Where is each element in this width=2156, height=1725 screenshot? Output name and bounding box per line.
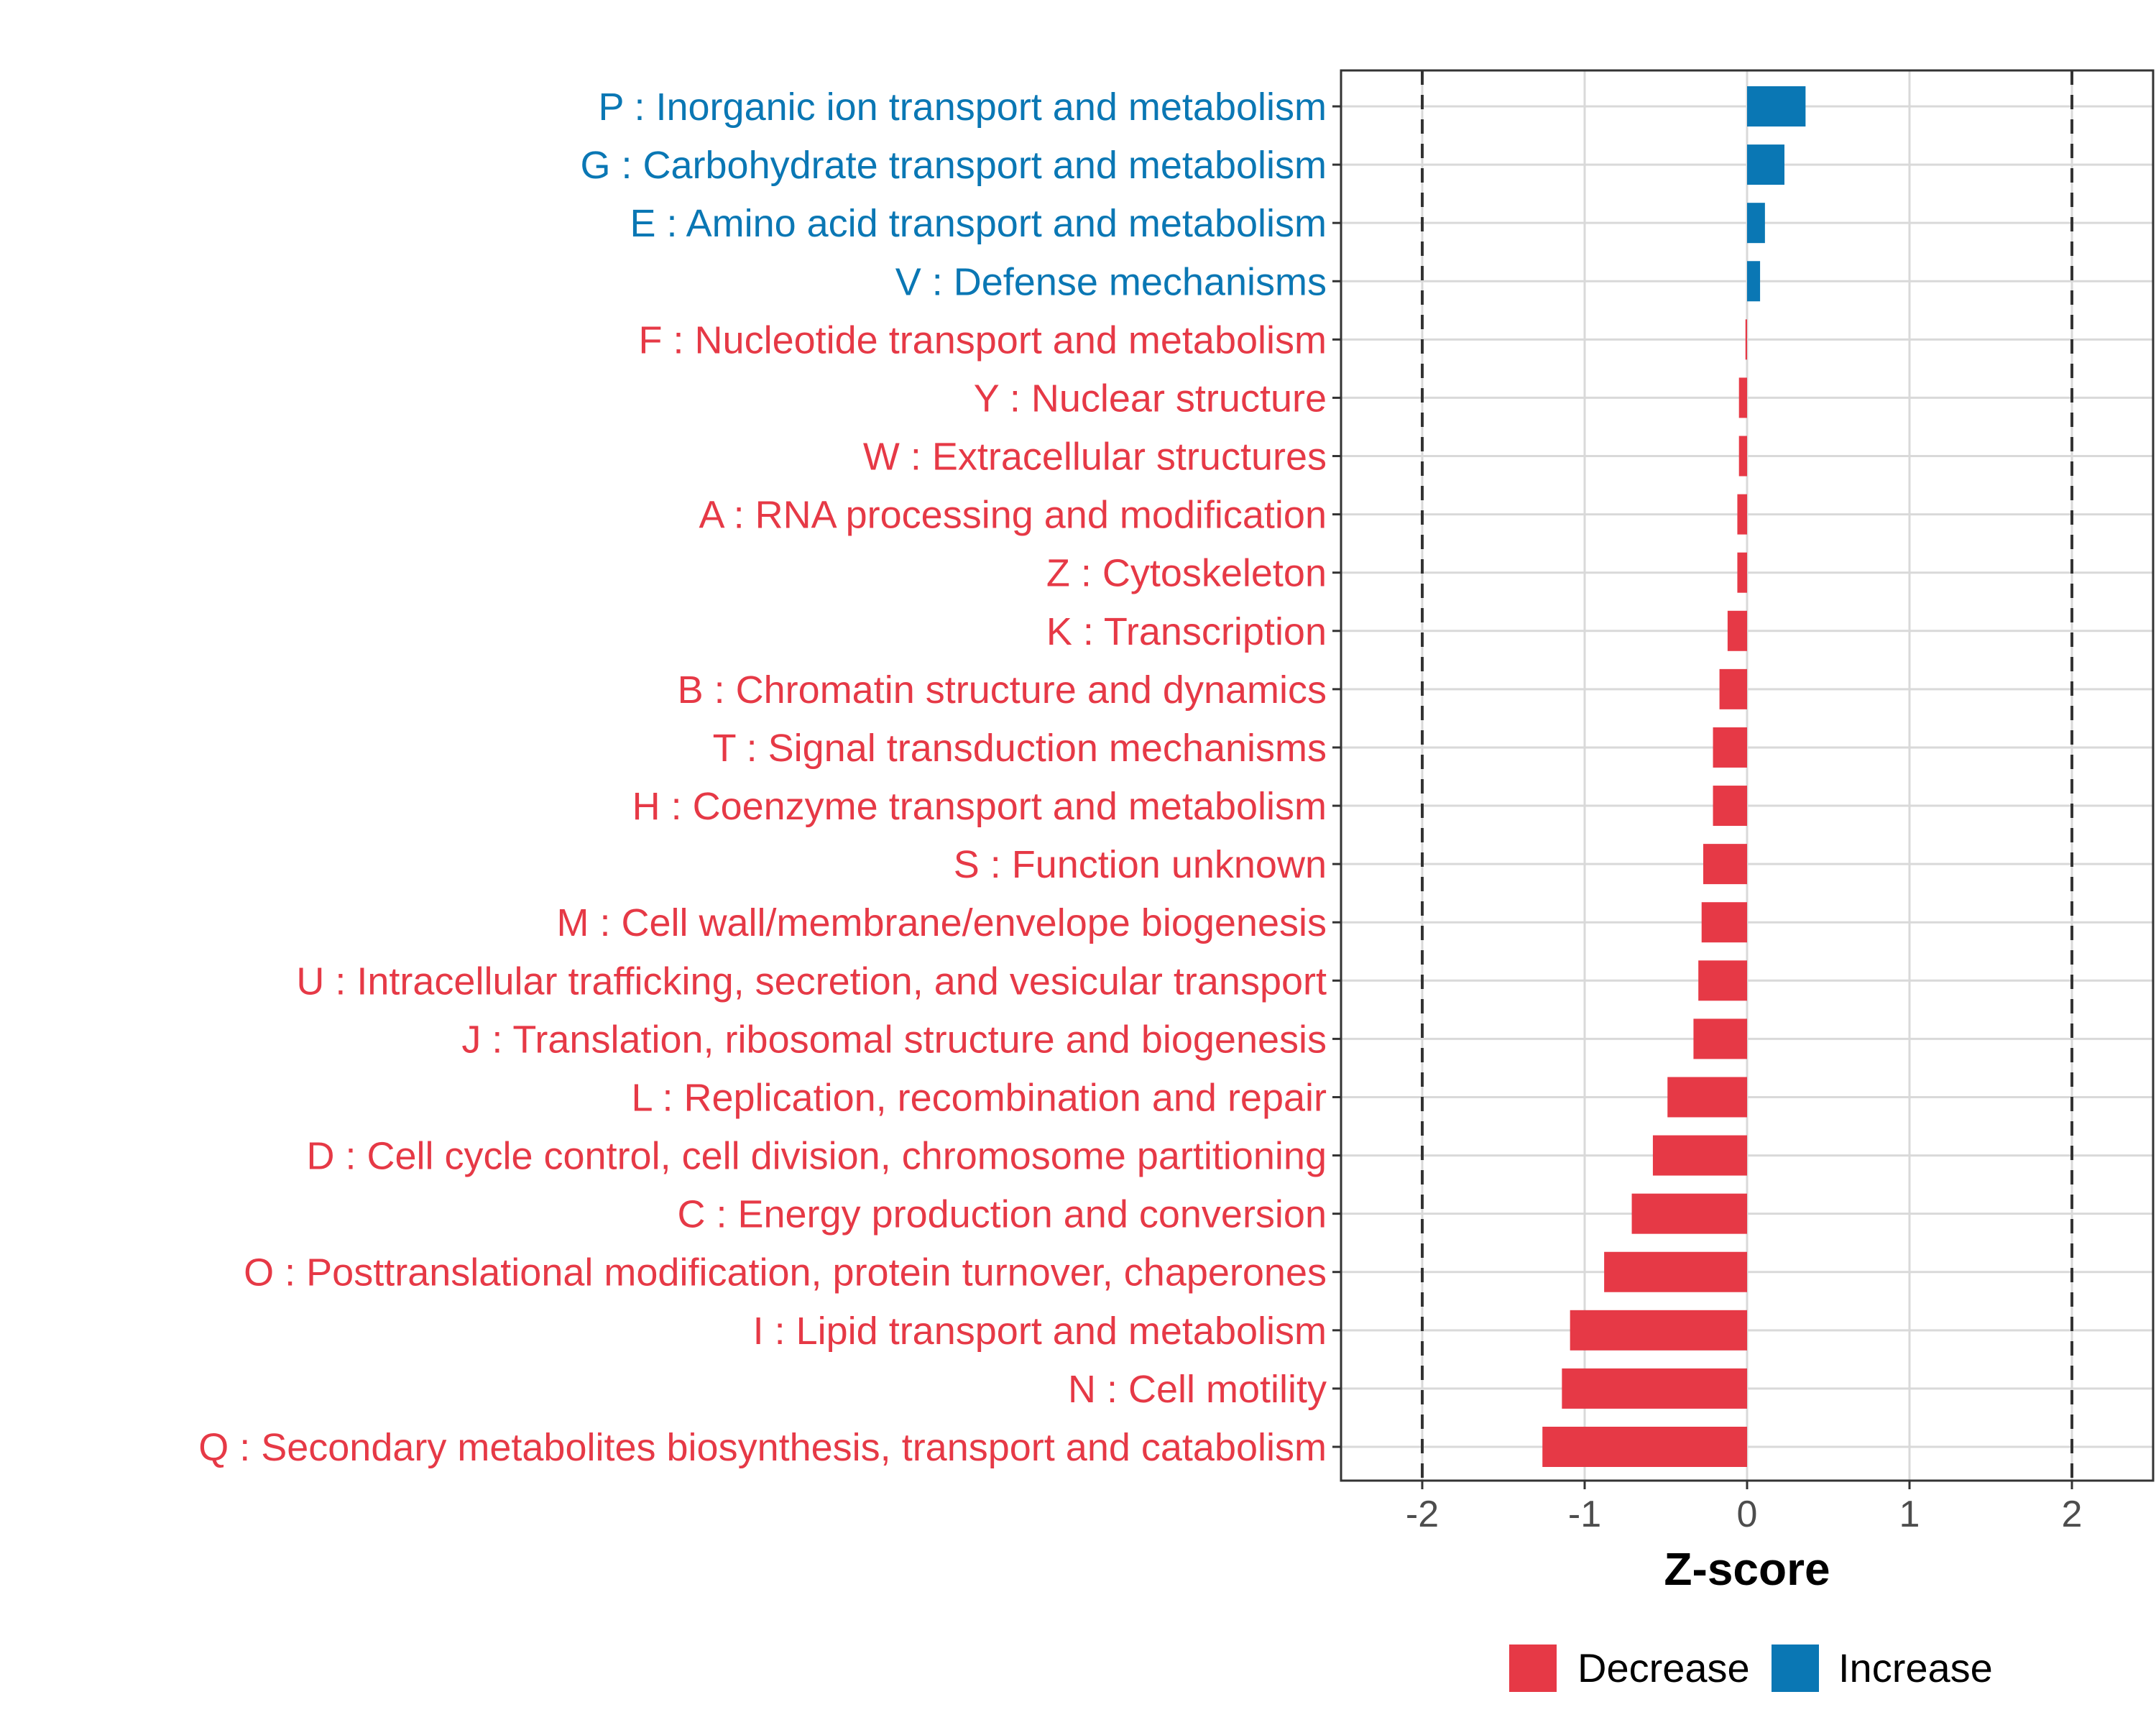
bar-n [1562, 1368, 1747, 1409]
category-label: P : Inorganic ion transport and metaboli… [598, 86, 1327, 129]
category-labels: P : Inorganic ion transport and metaboli… [198, 86, 1341, 1469]
bars-layer [1542, 86, 1806, 1467]
legend-swatch-decrease [1509, 1644, 1557, 1692]
bar-f [1745, 319, 1747, 360]
bar-a [1737, 494, 1747, 535]
bar-d [1652, 1135, 1747, 1176]
category-label: Y : Nuclear structure [974, 377, 1327, 420]
bar-v [1747, 261, 1761, 302]
category-label: E : Amino acid transport and metabolism [630, 202, 1327, 245]
category-label: Z : Cytoskeleton [1046, 552, 1327, 595]
bar-b [1719, 668, 1747, 709]
legend-swatch-increase [1772, 1644, 1819, 1692]
bar-t [1713, 727, 1747, 768]
category-label: W : Extracellular structures [863, 436, 1327, 479]
bar-k [1727, 610, 1747, 651]
bar-s [1703, 844, 1747, 885]
x-tick-label: 1 [1899, 1494, 1920, 1535]
bar-u [1698, 960, 1747, 1001]
x-tick-label: 2 [2062, 1494, 2083, 1535]
category-label: V : Defense mechanisms [895, 260, 1327, 303]
category-label: Q : Secondary metabolites biosynthesis, … [198, 1426, 1327, 1469]
category-label: M : Cell wall/membrane/envelope biogenes… [556, 901, 1327, 944]
category-label: J : Translation, ribosomal structure and… [461, 1018, 1327, 1061]
x-tick-label: 0 [1737, 1494, 1758, 1535]
bar-l [1667, 1077, 1747, 1118]
category-label: G : Carbohydrate transport and metabolis… [581, 144, 1327, 187]
category-label: D : Cell cycle control, cell division, c… [306, 1135, 1327, 1178]
bar-c [1631, 1193, 1747, 1234]
bar-m [1701, 902, 1747, 943]
x-axis-title: Z-score [1664, 1543, 1830, 1595]
bar-w [1738, 436, 1747, 477]
category-label: F : Nucleotide transport and metabolism [639, 318, 1327, 362]
bar-e [1747, 203, 1765, 244]
x-tick-label: -1 [1568, 1494, 1601, 1535]
legend: Decrease Increase [1509, 1644, 1993, 1692]
bar-o [1604, 1251, 1747, 1292]
category-label: B : Chromatin structure and dynamics [678, 668, 1327, 712]
bar-z [1737, 552, 1747, 593]
bar-y [1738, 377, 1747, 418]
category-label: O : Posttranslational modification, prot… [244, 1251, 1327, 1294]
category-label: I : Lipid transport and metabolism [753, 1310, 1327, 1353]
bar-h [1713, 786, 1747, 827]
reference-lines [1421, 70, 2073, 1481]
legend-label-decrease: Decrease [1577, 1645, 1750, 1690]
x-axis-ticks: -2 -1 0 1 2 [1406, 1481, 2083, 1535]
category-label: A : RNA processing and modification [699, 494, 1327, 537]
legend-label-increase: Increase [1838, 1645, 1993, 1690]
bar-q [1542, 1427, 1747, 1467]
category-label: U : Intracellular trafficking, secretion… [296, 960, 1327, 1003]
category-label: K : Transcription [1046, 610, 1327, 653]
bar-p [1747, 86, 1806, 126]
bar-i [1570, 1310, 1747, 1351]
category-label: C : Energy production and conversion [677, 1193, 1327, 1236]
bar-j [1693, 1018, 1747, 1059]
category-label: H : Coenzyme transport and metabolism [632, 785, 1327, 828]
category-label: T : Signal transduction mechanisms [713, 727, 1327, 770]
category-label: S : Function unknown [954, 843, 1327, 886]
bar-g [1747, 144, 1784, 185]
x-tick-label: -2 [1406, 1494, 1439, 1535]
category-label: N : Cell motility [1068, 1368, 1327, 1411]
category-label: L : Replication, recombination and repai… [631, 1076, 1327, 1119]
